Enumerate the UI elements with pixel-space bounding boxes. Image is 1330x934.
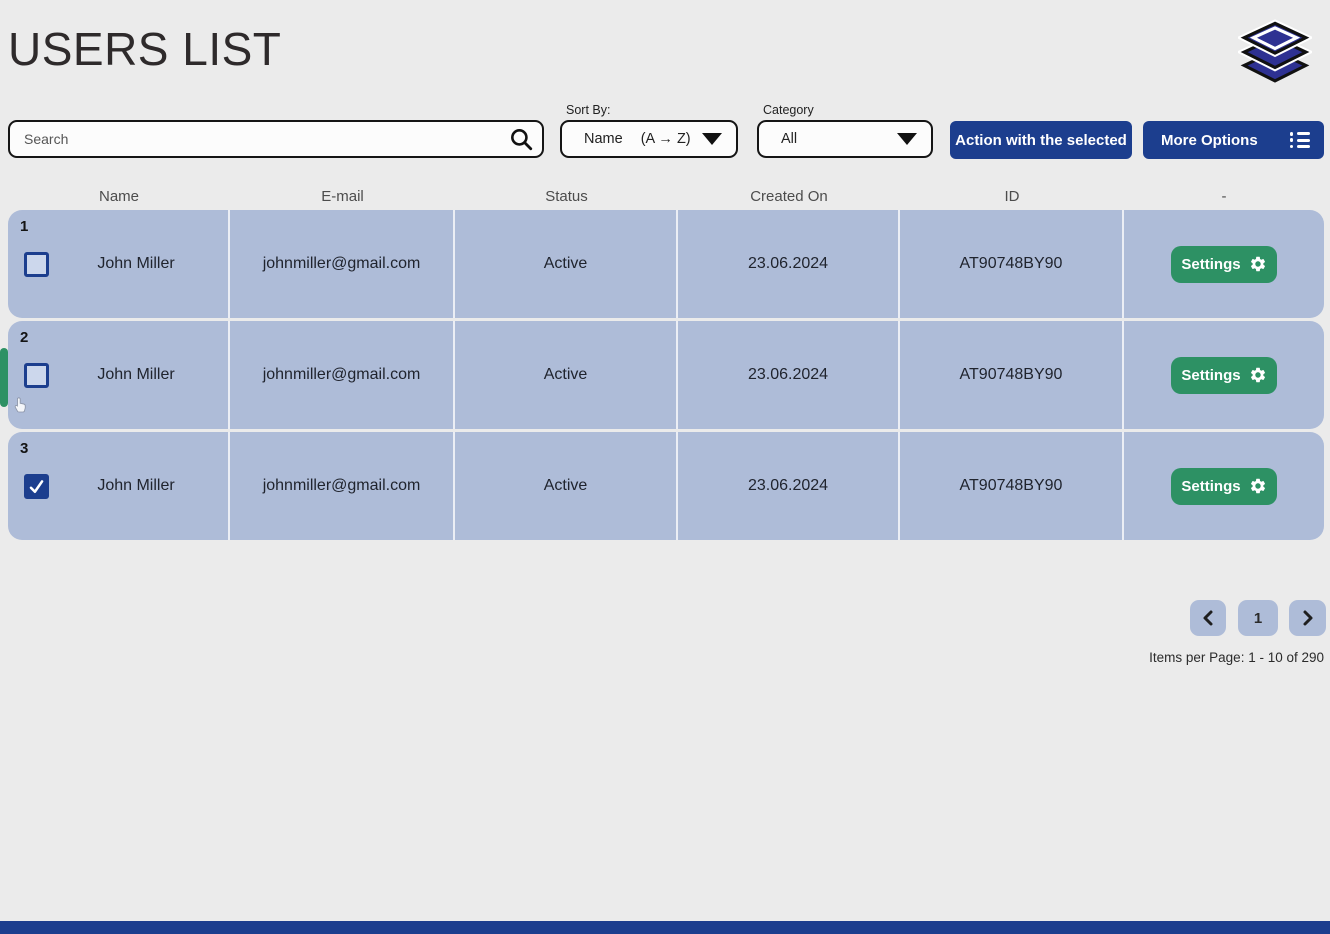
row-number: 2 [20,329,29,346]
category-label: Category [763,103,814,117]
column-header-actions: - [1221,188,1227,205]
settings-button[interactable]: Settings [1171,467,1277,505]
user-id: AT90748BY90 [900,321,1124,429]
row-checkbox[interactable] [24,363,49,388]
page-title: USERS LIST [8,23,282,75]
user-created-on: 23.06.2024 [678,432,900,540]
user-status: Active [455,321,678,429]
column-header-name: Name [98,188,139,205]
settings-button[interactable]: Settings [1171,245,1277,283]
gear-icon [1250,367,1265,383]
user-name: John Miller [97,366,175,383]
row-checkbox[interactable] [24,252,49,277]
category-value: All [781,131,798,147]
sort-value: Name [584,131,623,147]
gear-icon [1250,256,1265,272]
user-email: johnmiller@gmail.com [230,432,455,540]
user-id: AT90748BY90 [900,210,1124,318]
more-options-button[interactable]: More Options [1143,121,1324,159]
footer-bar [0,921,1330,934]
row-number: 3 [20,440,29,457]
search-icon[interactable] [508,126,534,152]
column-header-email: E-mail [321,188,364,205]
row-checkbox-checked[interactable] [24,474,49,499]
list-icon [1290,132,1310,148]
items-per-page-summary: Items per Page: 1 - 10 of 290 [1149,650,1324,665]
settings-button[interactable]: Settings [1171,356,1277,394]
user-status: Active [455,432,678,540]
chevron-right-icon [1303,610,1312,626]
cursor-pointer-icon [14,397,26,413]
table-header-row: Name E-mail Status Created On ID - [8,188,1324,205]
user-name: John Miller [97,477,175,494]
chevron-left-icon [1203,610,1213,626]
checkmark-icon [29,479,44,493]
more-options-label: More Options [1161,131,1258,149]
chevron-down-icon [702,133,722,145]
search-input[interactable] [10,131,508,147]
user-id: AT90748BY90 [900,432,1124,540]
previous-page-button[interactable] [1190,600,1226,636]
row-hover-indicator [0,348,8,407]
gear-icon [1250,478,1265,494]
user-email: johnmiller@gmail.com [230,321,455,429]
column-header-created-on: Created On [750,188,828,205]
logo-icon [1235,19,1315,83]
action-button-label: Action with the selected [955,131,1127,149]
search-bar [8,120,544,158]
table-row: 3 John Miller johnmiller@gmail.com Activ… [8,432,1324,540]
row-number: 1 [20,218,29,235]
settings-button-label: Settings [1181,255,1241,273]
stacked-layers-logo[interactable] [1235,12,1315,88]
user-email: johnmiller@gmail.com [230,210,455,318]
action-with-selected-button[interactable]: Action with the selected [950,121,1132,159]
user-status: Active [455,210,678,318]
settings-button-label: Settings [1181,366,1241,384]
sort-by-dropdown[interactable]: Name (A → Z) [560,120,738,158]
table-row: 2 John Miller johnmiller@gmail.com Activ… [8,321,1324,429]
category-dropdown[interactable]: All [757,120,933,158]
user-created-on: 23.06.2024 [678,321,900,429]
page-number-button[interactable]: 1 [1238,600,1278,636]
user-name: John Miller [97,255,175,272]
sort-by-label: Sort By: [566,103,611,117]
table-row: 1 John Miller johnmiller@gmail.com Activ… [8,210,1324,318]
column-header-status: Status [545,188,588,205]
user-created-on: 23.06.2024 [678,210,900,318]
sort-direction: (A → Z) [640,131,691,147]
column-header-id: ID [1004,188,1020,205]
next-page-button[interactable] [1289,600,1326,636]
chevron-down-icon [897,133,917,145]
settings-button-label: Settings [1181,477,1241,495]
